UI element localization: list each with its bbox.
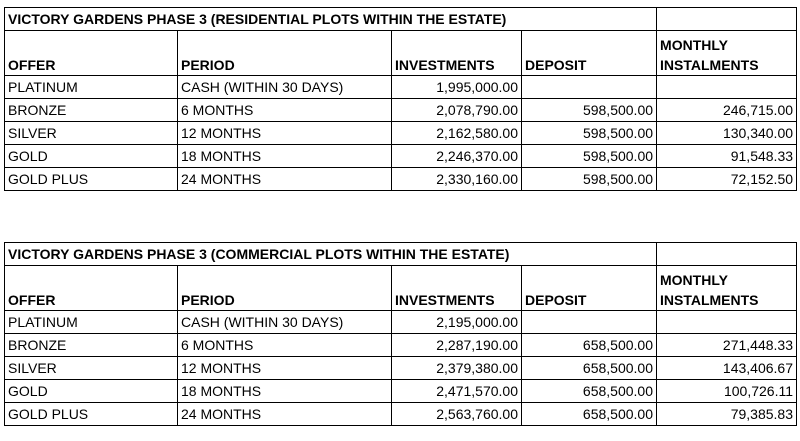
monthly-cell: 143,406.67 [656,356,797,380]
monthly-header-line1: MONTHLY [660,37,728,53]
table-title: VICTORY GARDENS PHASE 3 (COMMERCIAL PLOT… [4,242,657,266]
investments-cell: 1,995,000.00 [391,75,522,99]
table-row: SILVER 12 MONTHS 2,379,380.00 658,500.00… [4,356,797,380]
period-cell: 24 MONTHS [177,402,392,426]
monthly-cell: 271,448.33 [656,333,797,357]
period-cell: 6 MONTHS [177,333,392,357]
investments-cell: 2,195,000.00 [391,310,522,334]
monthly-cell [656,75,798,99]
period-cell: CASH (WITHIN 30 DAYS) [177,310,392,334]
table-row: SILVER 12 MONTHS 2,162,580.00 598,500.00… [4,121,798,145]
monthly-cell: 246,715.00 [656,98,798,122]
deposit-cell: 658,500.00 [521,379,657,403]
period-cell: 12 MONTHS [177,356,392,380]
investments-cell: 2,471,570.00 [391,379,522,403]
offer-cell: SILVER [4,121,178,145]
monthly-header-line1: MONTHLY [660,272,728,288]
title-row: VICTORY GARDENS PHASE 3 (RESIDENTIAL PLO… [3,7,798,31]
deposit-cell: 598,500.00 [520,121,658,145]
header-row: OFFER PERIOD INVESTMENTS DEPOSIT MONTHLY… [4,30,798,76]
table-row: GOLD PLUS 24 MONTHS 2,563,760.00 658,500… [4,402,797,426]
offer-cell: GOLD PLUS [4,402,178,426]
commercial-plots-table: VICTORY GARDENS PHASE 3 (COMMERCIAL PLOT… [4,242,797,426]
investments-header: INVESTMENTS [391,265,522,311]
deposit-cell: 658,500.00 [521,402,657,426]
monthly-cell: 72,152.50 [656,167,798,191]
residential-plots-table: VICTORY GARDENS PHASE 3 (RESIDENTIAL PLO… [3,7,798,191]
offer-cell: GOLD [4,379,178,403]
offer-cell: SILVER [4,356,178,380]
offer-header: OFFER [4,265,178,311]
offer-cell: PLATINUM [4,75,178,99]
table-row: PLATINUM CASH (WITHIN 30 DAYS) 1,995,000… [4,75,798,99]
deposit-header: DEPOSIT [520,30,658,76]
monthly-cell: 100,726.11 [656,379,797,403]
table-row: BRONZE 6 MONTHS 2,078,790.00 598,500.00 … [4,98,798,122]
period-header: PERIOD [177,30,392,76]
offer-cell: GOLD PLUS [4,167,178,191]
monthly-header-line2: INSTALMENTS [660,292,759,308]
period-header: PERIOD [177,265,392,311]
investments-cell: 2,246,370.00 [391,144,522,168]
investments-cell: 2,078,790.00 [391,98,522,122]
deposit-cell [520,75,658,99]
investments-cell: 2,563,760.00 [391,402,522,426]
deposit-cell [521,310,657,334]
investments-cell: 2,379,380.00 [391,356,522,380]
investments-cell: 2,287,190.00 [391,333,522,357]
offer-header: OFFER [4,30,178,76]
deposit-cell: 658,500.00 [521,333,657,357]
period-cell: CASH (WITHIN 30 DAYS) [177,75,392,99]
investments-header: INVESTMENTS [391,30,522,76]
monthly-cell: 130,340.00 [656,121,798,145]
monthly-instalments-header: MONTHLY INSTALMENTS [656,265,797,311]
deposit-cell: 598,500.00 [520,98,658,122]
monthly-instalments-header: MONTHLY INSTALMENTS [656,30,798,76]
empty-cell [656,7,798,31]
deposit-cell: 658,500.00 [521,356,657,380]
period-cell: 12 MONTHS [177,121,392,145]
offer-cell: BRONZE [4,98,178,122]
period-cell: 18 MONTHS [177,379,392,403]
table-row: PLATINUM CASH (WITHIN 30 DAYS) 2,195,000… [4,310,797,334]
table-row: GOLD 18 MONTHS 2,471,570.00 658,500.00 1… [4,379,797,403]
offer-cell: GOLD [4,144,178,168]
empty-cell [656,242,797,266]
deposit-header: DEPOSIT [521,265,657,311]
offer-cell: PLATINUM [4,310,178,334]
period-cell: 18 MONTHS [177,144,392,168]
table-row: GOLD 18 MONTHS 2,246,370.00 598,500.00 9… [4,144,798,168]
period-cell: 6 MONTHS [177,98,392,122]
period-cell: 24 MONTHS [177,167,392,191]
table-row: BRONZE 6 MONTHS 2,287,190.00 658,500.00 … [4,333,797,357]
monthly-cell [656,310,797,334]
deposit-cell: 598,500.00 [520,167,658,191]
monthly-cell: 79,385.83 [656,402,797,426]
deposit-cell: 598,500.00 [520,144,658,168]
offer-cell: BRONZE [4,333,178,357]
monthly-header-line2: INSTALMENTS [660,57,759,73]
title-row: VICTORY GARDENS PHASE 3 (COMMERCIAL PLOT… [4,242,797,266]
investments-cell: 2,330,160.00 [391,167,522,191]
monthly-cell: 91,548.33 [656,144,798,168]
investments-cell: 2,162,580.00 [391,121,522,145]
table-row: GOLD PLUS 24 MONTHS 2,330,160.00 598,500… [4,167,798,191]
table-title: VICTORY GARDENS PHASE 3 (RESIDENTIAL PLO… [3,7,658,31]
header-row: OFFER PERIOD INVESTMENTS DEPOSIT MONTHLY… [4,265,797,311]
